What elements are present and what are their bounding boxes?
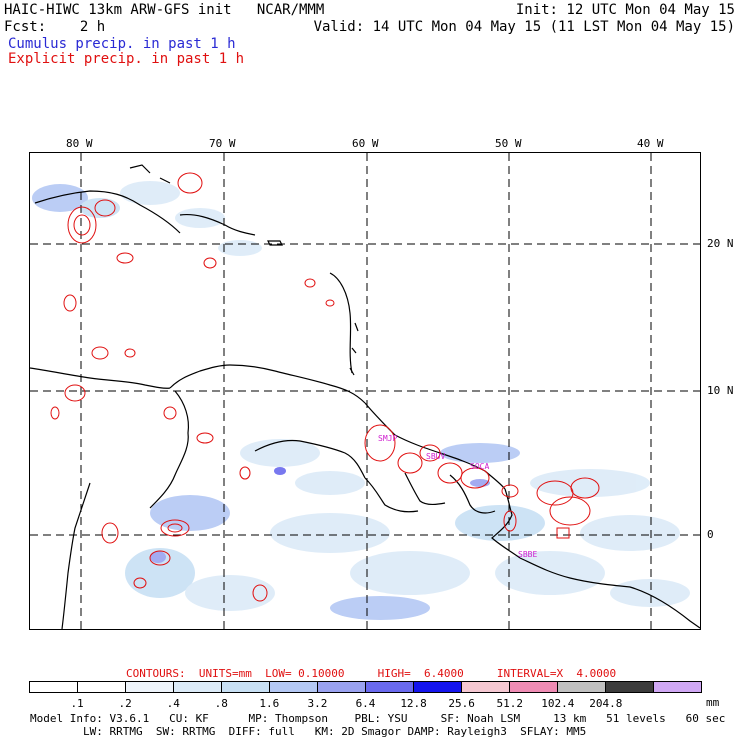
legend-swatch <box>318 682 366 692</box>
forecast-hour: Fcst: 2 h <box>4 19 106 35</box>
explicit-precip-contours <box>50 172 600 602</box>
lon-label: 50 W <box>495 137 522 150</box>
cumulus-legend-text: Cumulus precip. in past 1 h <box>8 36 236 52</box>
legend-value: .8 <box>214 697 228 710</box>
legend-swatch <box>510 682 558 692</box>
station-label: SMJP <box>378 434 397 443</box>
station-label: SBUV <box>426 452 445 461</box>
init-time: Init: 12 UTC Mon 04 May 15 <box>515 2 735 18</box>
legend-value: 51.2 <box>496 697 523 710</box>
cumulus-precip-patches <box>32 181 690 620</box>
legend-swatch <box>222 682 270 692</box>
legend-swatch <box>366 682 414 692</box>
station-labels: SMJP SBUV SOCA SBBE <box>378 434 537 559</box>
valid-time: Valid: 14 UTC Mon 04 May 15 (11 LST Mon … <box>313 19 735 35</box>
legend-swatch <box>78 682 126 692</box>
legend-value: 102.4 <box>541 697 575 710</box>
coastlines <box>30 164 700 629</box>
legend-value: 1.6 <box>259 697 280 710</box>
legend-value: 25.6 <box>448 697 475 710</box>
legend-value: 6.4 <box>355 697 376 710</box>
legend-unit: mm <box>706 696 720 709</box>
legend-value: 3.2 <box>307 697 328 710</box>
lon-label: 40 W <box>637 137 664 150</box>
model-title: HAIC-HIWC 13km ARW-GFS init NCAR/MMM <box>4 2 325 18</box>
legend-value: .2 <box>118 697 132 710</box>
lat-lon-grid <box>30 153 700 629</box>
model-info: Model Info: V3.6.1 CU: KF MP: Thompson P… <box>30 712 726 725</box>
legend-swatch <box>414 682 462 692</box>
legend-swatch <box>30 682 78 692</box>
legend-swatch <box>654 682 701 692</box>
map-canvas: SMJP SBUV SOCA SBBE <box>30 153 700 629</box>
color-scale-bar <box>29 681 702 693</box>
precipitation-map: SMJP SBUV SOCA SBBE <box>29 152 701 630</box>
legend-value: .1 <box>70 697 84 710</box>
legend-swatch <box>126 682 174 692</box>
station-label: SBBE <box>518 550 537 559</box>
lon-label: 70 W <box>209 137 236 150</box>
lat-label: 10 N <box>707 384 734 397</box>
legend-swatch <box>270 682 318 692</box>
explicit-legend-text: Explicit precip. in past 1 h <box>8 51 245 67</box>
contours-info: CONTOURS: UNITS=mm LOW= 0.10000 HIGH= 6.… <box>126 667 617 680</box>
legend-value: .4 <box>166 697 180 710</box>
lat-label: 0 <box>707 528 714 541</box>
legend-swatch <box>174 682 222 692</box>
legend-swatch <box>606 682 654 692</box>
legend-swatch <box>558 682 606 692</box>
lon-label: 80 W <box>66 137 93 150</box>
legend-value: 204.8 <box>589 697 623 710</box>
model-physics: LW: RRTMG SW: RRTMG DIFF: full KM: 2D Sm… <box>30 725 587 738</box>
lat-label: 20 N <box>707 237 734 250</box>
legend-swatch <box>462 682 510 692</box>
station-label: SOCA <box>470 462 489 471</box>
legend-value: 12.8 <box>400 697 427 710</box>
lon-label: 60 W <box>352 137 379 150</box>
